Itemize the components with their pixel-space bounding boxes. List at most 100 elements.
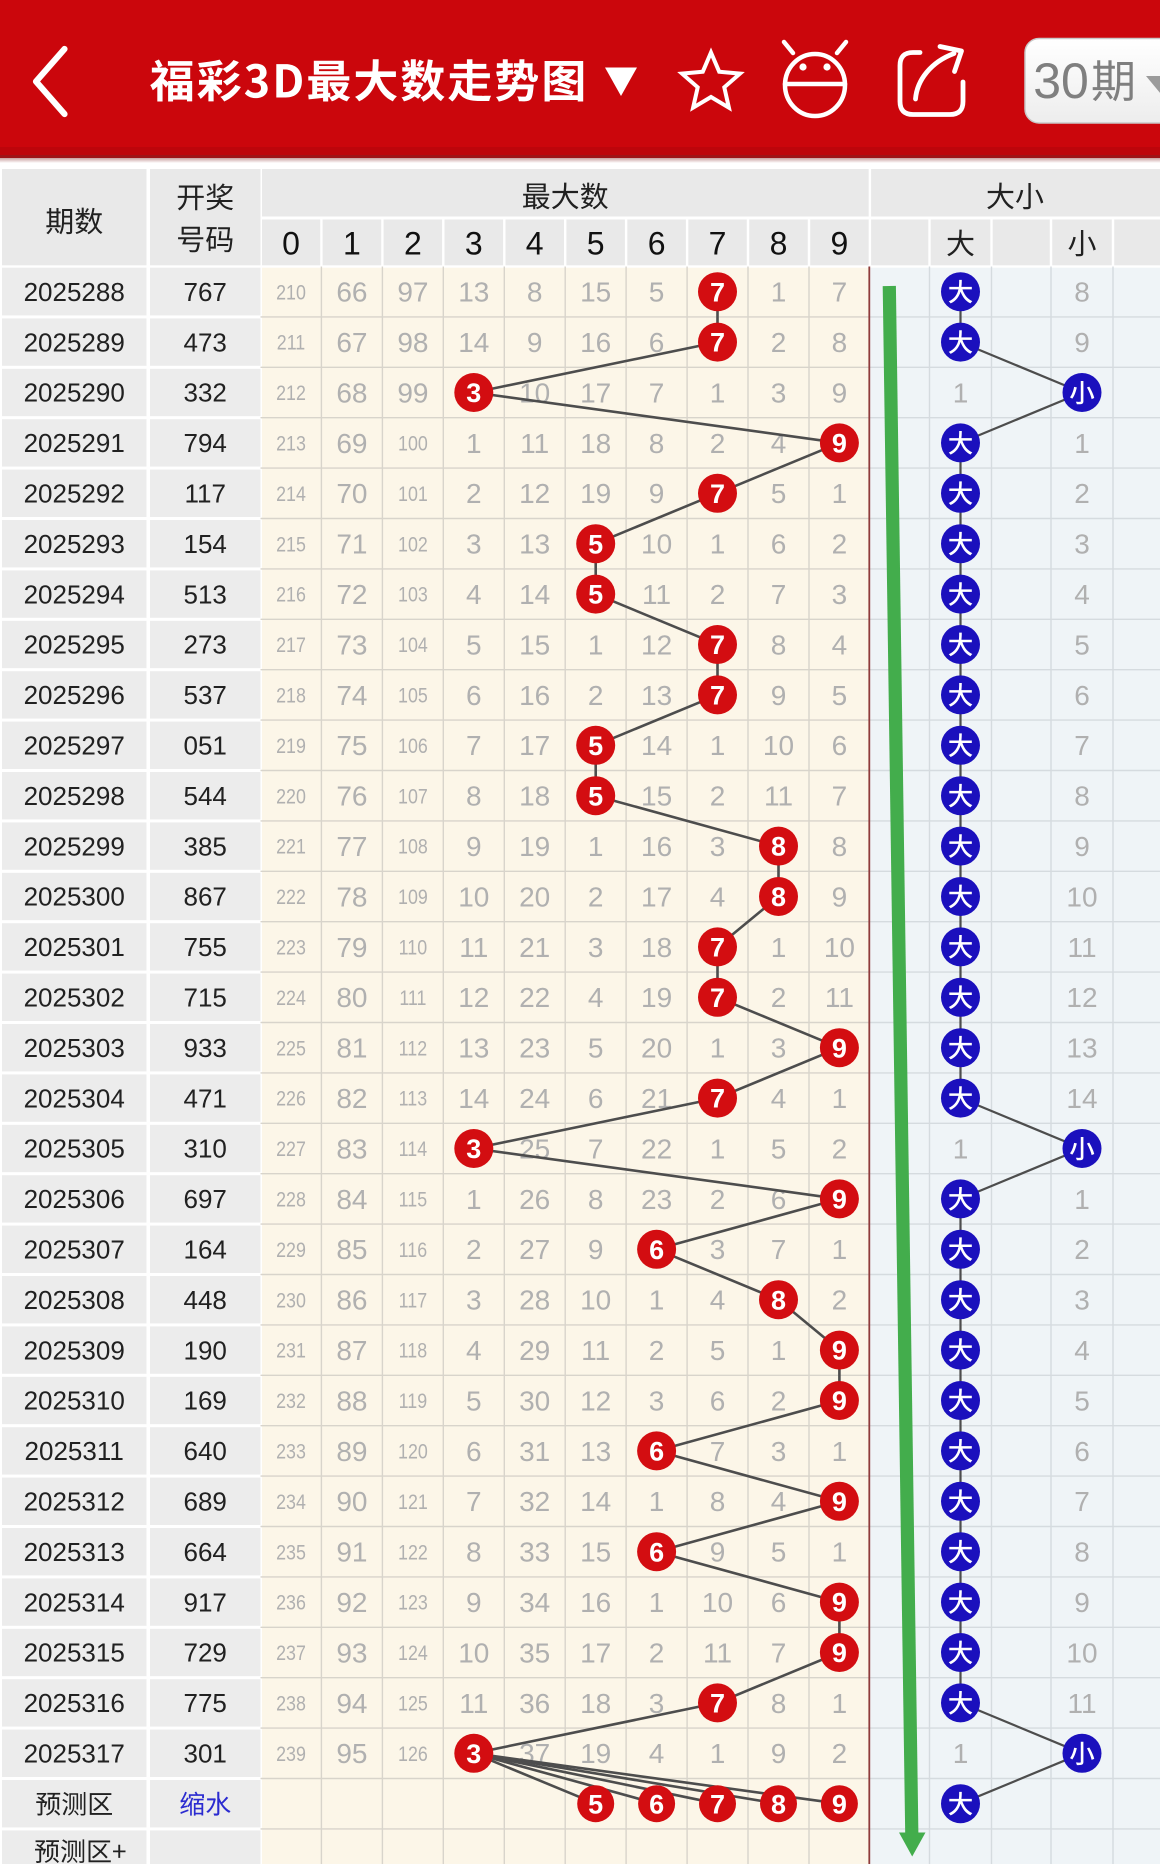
svg-text:66: 66 [336, 277, 367, 308]
svg-text:29: 29 [519, 1335, 550, 1366]
svg-text:235: 235 [276, 1541, 306, 1565]
svg-text:9: 9 [710, 1537, 726, 1568]
svg-text:2025308: 2025308 [24, 1285, 125, 1315]
svg-text:99: 99 [397, 377, 428, 408]
svg-text:2: 2 [832, 1738, 848, 1769]
svg-text:5: 5 [588, 1789, 603, 1819]
svg-text:7: 7 [710, 630, 725, 660]
svg-text:1: 1 [771, 1335, 787, 1366]
svg-text:051: 051 [184, 731, 227, 761]
svg-text:15: 15 [519, 629, 550, 660]
svg-text:17: 17 [641, 881, 672, 912]
svg-text:105: 105 [398, 684, 428, 708]
svg-text:5: 5 [587, 225, 605, 261]
svg-text:3: 3 [465, 225, 483, 261]
svg-text:70: 70 [336, 478, 367, 509]
svg-text:664: 664 [184, 1537, 227, 1567]
svg-text:3: 3 [710, 1234, 726, 1265]
svg-text:23: 23 [519, 1033, 550, 1064]
svg-text:9: 9 [771, 1738, 787, 1769]
svg-text:7: 7 [709, 225, 727, 261]
svg-text:7: 7 [649, 377, 665, 408]
svg-text:119: 119 [399, 1390, 427, 1414]
svg-text:230: 230 [276, 1289, 306, 1313]
svg-text:6: 6 [466, 680, 482, 711]
svg-text:7: 7 [832, 781, 848, 812]
svg-text:4: 4 [466, 1335, 482, 1366]
svg-text:8: 8 [466, 1537, 482, 1568]
svg-text:100: 100 [398, 432, 428, 456]
svg-text:9: 9 [1074, 1587, 1090, 1618]
svg-text:697: 697 [184, 1184, 227, 1214]
svg-text:2025314: 2025314 [24, 1587, 125, 1617]
svg-text:1: 1 [771, 932, 787, 963]
svg-text:2025289: 2025289 [24, 327, 125, 357]
svg-text:11: 11 [459, 932, 488, 963]
svg-text:2025301: 2025301 [24, 932, 125, 962]
svg-text:3: 3 [710, 831, 726, 862]
svg-text:2: 2 [588, 881, 604, 912]
svg-text:231: 231 [276, 1339, 306, 1363]
svg-text:9: 9 [832, 1588, 847, 1618]
svg-text:67: 67 [336, 327, 367, 358]
svg-text:233: 233 [276, 1440, 306, 1464]
svg-text:1: 1 [1074, 1184, 1090, 1215]
svg-text:9: 9 [832, 1638, 847, 1668]
svg-text:229: 229 [276, 1238, 306, 1262]
svg-text:2025303: 2025303 [24, 1033, 125, 1063]
svg-text:74: 74 [336, 680, 367, 711]
svg-text:124: 124 [398, 1642, 428, 1666]
svg-text:301: 301 [184, 1739, 227, 1769]
svg-text:19: 19 [519, 831, 550, 862]
svg-text:7: 7 [771, 1637, 787, 1668]
svg-text:1: 1 [710, 730, 726, 761]
svg-text:18: 18 [519, 781, 550, 812]
svg-text:4: 4 [832, 629, 848, 660]
svg-text:28: 28 [519, 1285, 550, 1316]
svg-text:221: 221 [276, 835, 306, 859]
svg-text:2: 2 [771, 982, 787, 1013]
svg-text:101: 101 [398, 482, 428, 506]
svg-text:3: 3 [466, 378, 481, 408]
svg-text:19: 19 [580, 1738, 611, 1769]
svg-text:1: 1 [832, 1688, 848, 1719]
svg-text:79: 79 [336, 932, 367, 963]
svg-text:7: 7 [710, 1689, 725, 1719]
svg-text:4: 4 [1074, 1335, 1090, 1366]
svg-text:9: 9 [831, 225, 849, 261]
svg-text:2: 2 [710, 781, 726, 812]
svg-text:1: 1 [832, 1234, 848, 1265]
svg-text:8: 8 [588, 1184, 604, 1215]
svg-text:9: 9 [832, 1336, 847, 1366]
svg-text:10: 10 [580, 1285, 611, 1316]
svg-text:1: 1 [832, 1083, 848, 1114]
svg-text:4: 4 [1074, 579, 1090, 610]
svg-text:1: 1 [832, 1436, 848, 1467]
svg-text:91: 91 [336, 1537, 367, 1568]
svg-text:7: 7 [710, 479, 725, 509]
svg-text:2: 2 [710, 579, 726, 610]
svg-text:7: 7 [710, 1084, 725, 1114]
svg-text:3: 3 [649, 1688, 665, 1719]
svg-text:125: 125 [398, 1692, 428, 1716]
svg-text:9: 9 [832, 1033, 847, 1063]
svg-text:7: 7 [588, 1133, 604, 1164]
svg-text:9: 9 [832, 377, 848, 408]
svg-text:8: 8 [771, 882, 786, 912]
svg-text:917: 917 [184, 1587, 227, 1617]
svg-text:211: 211 [277, 331, 305, 355]
svg-text:13: 13 [519, 529, 550, 560]
svg-text:102: 102 [398, 533, 428, 557]
svg-text:32: 32 [519, 1486, 550, 1517]
svg-text:1: 1 [710, 1033, 726, 1064]
svg-text:5: 5 [466, 1385, 482, 1416]
svg-text:7: 7 [832, 277, 848, 308]
svg-text:3: 3 [771, 1436, 787, 1467]
svg-text:95: 95 [336, 1738, 367, 1769]
svg-text:216: 216 [276, 583, 306, 607]
svg-text:20: 20 [519, 881, 550, 912]
svg-text:1: 1 [649, 1285, 665, 1316]
svg-text:224: 224 [276, 986, 306, 1010]
svg-text:13: 13 [458, 277, 489, 308]
svg-text:88: 88 [336, 1385, 367, 1416]
